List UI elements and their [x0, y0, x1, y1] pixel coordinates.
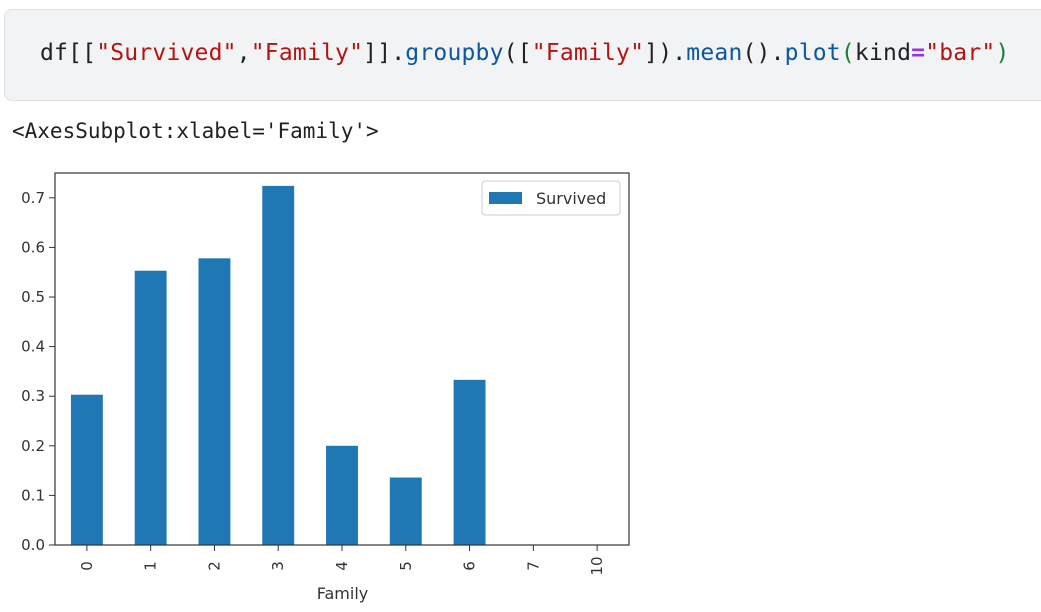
legend-label: Survived — [536, 189, 606, 208]
code-token: kind — [854, 40, 912, 66]
y-tick-label: 0.5 — [21, 288, 45, 306]
y-tick-label: 0.2 — [21, 437, 45, 455]
code-cell[interactable]: df[["Survived","Family"]].groupby(["Fami… — [4, 9, 1041, 101]
code-token: "Family" — [250, 40, 364, 66]
code-token: groupby — [405, 40, 504, 66]
code-token: "bar" — [925, 40, 996, 66]
y-tick-label: 0.3 — [21, 387, 45, 405]
code-token: ) — [995, 40, 1010, 66]
y-tick-label: 0.4 — [21, 338, 45, 356]
bar-chart: 0.0 0.1 0.2 0.3 0.4 0.5 0.6 0.7 0 1 2 3 4 5 6 7 10 Family… — [0, 160, 660, 612]
code-token: mean — [686, 40, 743, 66]
code-token: = — [911, 40, 926, 66]
x-tick-label: 3 — [269, 561, 287, 571]
legend-box — [481, 180, 621, 216]
bar — [389, 477, 422, 545]
bar-chart-svg: 0.0 0.1 0.2 0.3 0.4 0.5 0.6 0.7 0 1 2 3 4 5 6 7 10 Family… — [21, 172, 630, 603]
x-tick-label: 4 — [333, 561, 351, 571]
bar — [326, 445, 358, 545]
bar — [134, 270, 167, 545]
code-line[interactable]: df[["Survived","Family"]].groupby(["Fami… — [40, 40, 1010, 66]
x-tick-label: 7 — [524, 561, 542, 571]
code-token: "Family" — [531, 40, 645, 66]
code-token: plot — [784, 40, 841, 66]
code-token: ]). — [644, 40, 687, 66]
cell-output-text: <AxesSubplot:xlabel='Family'> — [12, 119, 379, 143]
plot-frame — [54, 172, 630, 546]
x-tick-label: 0 — [78, 561, 96, 571]
y-tick-label: 0.7 — [21, 189, 45, 207]
x-tick-label: 10 — [588, 556, 606, 575]
code-token: ([ — [503, 40, 532, 66]
x-tick-label: 2 — [205, 561, 223, 571]
bar — [262, 185, 295, 545]
code-token: "Survived" — [96, 40, 237, 66]
code-token: df[[ — [40, 40, 97, 66]
code-token: (). — [742, 40, 785, 66]
x-tick-label: 6 — [461, 561, 479, 571]
x-tick-label: 1 — [142, 561, 160, 571]
bar — [453, 379, 486, 545]
x-tick-label: 5 — [397, 561, 415, 571]
y-tick-label: 0.1 — [21, 486, 45, 504]
bar — [70, 394, 103, 545]
bar — [198, 258, 231, 545]
code-token: , — [236, 40, 251, 66]
y-tick-label: 0.6 — [21, 238, 45, 256]
code-token: ]]. — [363, 40, 406, 66]
x-axis-label: Family — [317, 584, 368, 603]
y-tick-label: 0.0 — [21, 536, 45, 554]
legend-swatch — [489, 192, 522, 204]
code-token: ( — [840, 40, 855, 66]
